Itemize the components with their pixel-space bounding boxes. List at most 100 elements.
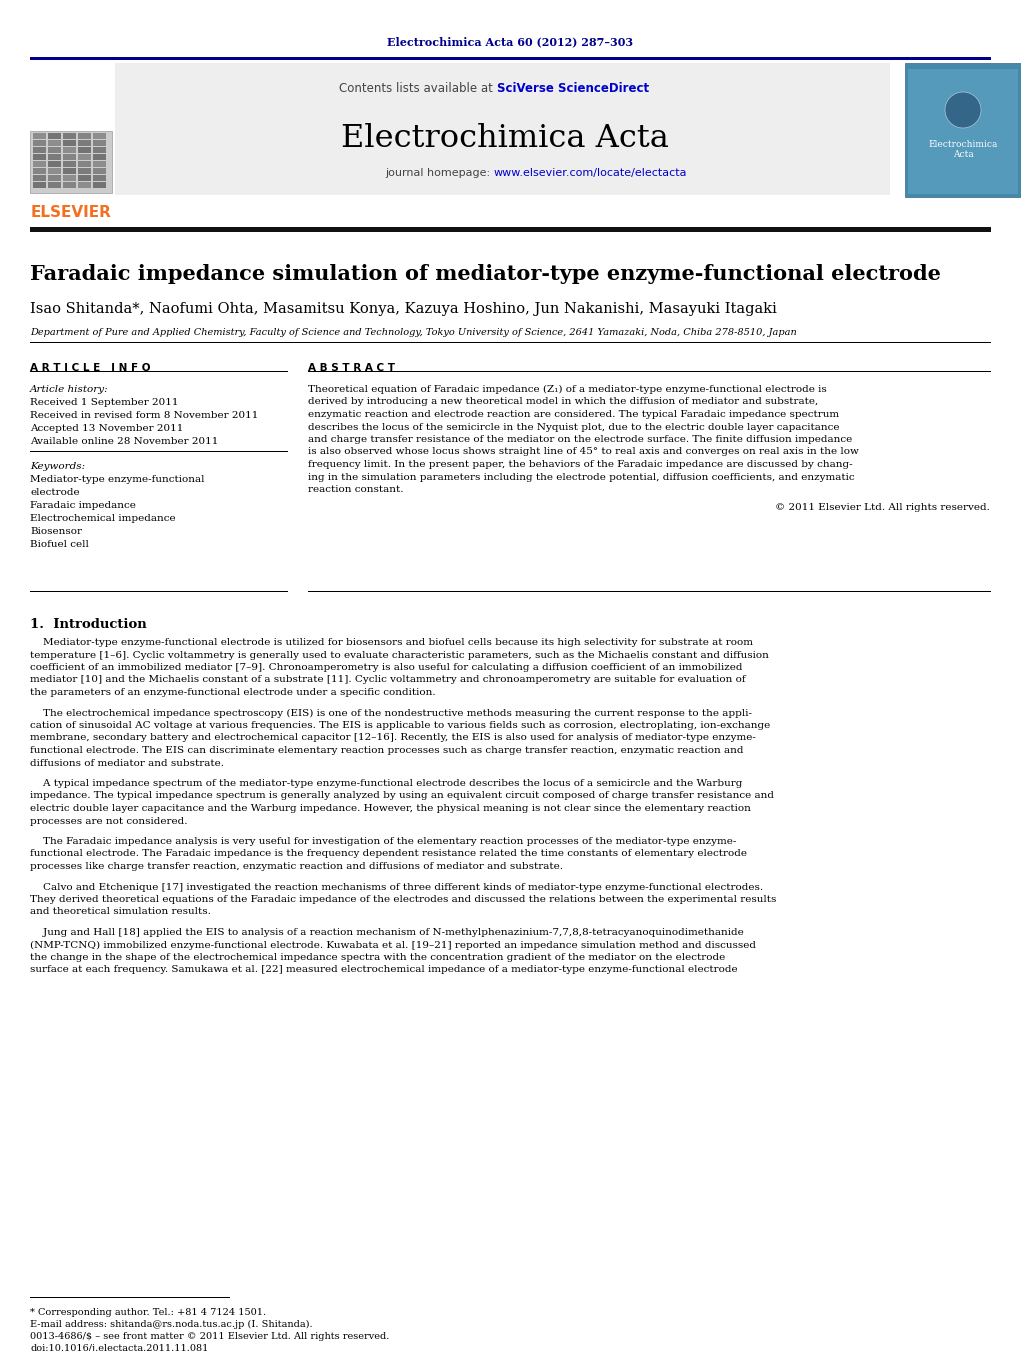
Text: Keywords:: Keywords: [30,462,85,471]
Text: the parameters of an enzyme-functional electrode under a specific condition.: the parameters of an enzyme-functional e… [30,688,436,697]
Text: the change in the shape of the electrochemical impedance spectra with the concen: the change in the shape of the electroch… [30,952,725,962]
Bar [63,182,76,188]
Circle shape [945,92,981,128]
Bar [33,154,46,159]
Bar [63,168,76,174]
Bar [63,141,76,146]
Bar [63,132,76,139]
Text: ELSEVIER: ELSEVIER [31,205,111,220]
Bar [93,176,106,181]
Text: * Corresponding author. Tel.: +81 4 7124 1501.: * Corresponding author. Tel.: +81 4 7124… [30,1308,266,1317]
Text: Electrochemical impedance: Electrochemical impedance [30,513,176,523]
Text: functional electrode. The Faradaic impedance is the frequency dependent resistan: functional electrode. The Faradaic imped… [30,850,747,858]
Text: Mediator-type enzyme-functional electrode is utilized for biosensors and biofuel: Mediator-type enzyme-functional electrod… [30,638,753,647]
Bar [63,154,76,159]
Bar [93,147,106,153]
Text: processes like charge transfer reaction, enzymatic reaction and diffusions of me: processes like charge transfer reaction,… [30,862,563,871]
Text: Electrochimica
Acta: Electrochimica Acta [928,141,998,159]
Bar [93,132,106,139]
Text: ing in the simulation parameters including the electrode potential, diffusion co: ing in the simulation parameters includi… [308,473,855,481]
Text: Biosensor: Biosensor [30,527,82,536]
Text: Mediator-type enzyme-functional: Mediator-type enzyme-functional [30,476,204,484]
Text: Faradaic impedance simulation of mediator-type enzyme-functional electrode: Faradaic impedance simulation of mediato… [30,263,941,284]
Bar [48,141,61,146]
Text: surface at each frequency. Samukawa et al. [22] measured electrochemical impedan: surface at each frequency. Samukawa et a… [30,966,737,974]
Text: diffusions of mediator and substrate.: diffusions of mediator and substrate. [30,758,224,767]
Text: They derived theoretical equations of the Faradaic impedance of the electrodes a: They derived theoretical equations of th… [30,894,776,904]
Text: Calvo and Etchenique [17] investigated the reaction mechanisms of three differen: Calvo and Etchenique [17] investigated t… [30,882,763,892]
Bar [33,168,46,174]
Bar [30,131,112,193]
Bar [78,176,91,181]
Text: electrode: electrode [30,488,80,497]
Text: Electrochimica Acta: Electrochimica Acta [341,123,669,154]
Text: SciVerse ScienceDirect: SciVerse ScienceDirect [497,82,649,95]
Bar [33,161,46,168]
Text: derived by introducing a new theoretical model in which the diffusion of mediato: derived by introducing a new theoretical… [308,397,818,407]
Text: www.elsevier.com/locate/electacta: www.elsevier.com/locate/electacta [494,168,687,178]
Text: coefficient of an immobilized mediator [7–9]. Chronoamperometry is also useful f: coefficient of an immobilized mediator [… [30,663,742,671]
Bar [48,161,61,168]
Bar [63,147,76,153]
Bar [33,182,46,188]
Text: describes the locus of the semicircle in the Nyquist plot, due to the electric d: describes the locus of the semicircle in… [308,423,839,431]
Bar [78,154,91,159]
Bar [48,154,61,159]
Bar [48,182,61,188]
Bar [33,147,46,153]
Bar [78,182,91,188]
Bar [93,161,106,168]
Bar [48,176,61,181]
Bar [93,141,106,146]
Text: Faradaic impedance: Faradaic impedance [30,501,136,509]
Text: and charge transfer resistance of the mediator on the electrode surface. The fin: and charge transfer resistance of the me… [308,435,853,444]
Text: Article history:: Article history: [30,385,108,394]
Text: Biofuel cell: Biofuel cell [30,540,89,549]
Bar [33,132,46,139]
Bar [905,63,1021,197]
Text: Received 1 September 2011: Received 1 September 2011 [30,399,179,407]
Text: enzymatic reaction and electrode reaction are considered. The typical Faradaic i: enzymatic reaction and electrode reactio… [308,409,839,419]
Text: doi:10.1016/j.electacta.2011.11.081: doi:10.1016/j.electacta.2011.11.081 [30,1344,208,1351]
Text: © 2011 Elsevier Ltd. All rights reserved.: © 2011 Elsevier Ltd. All rights reserved… [775,504,990,512]
Text: Contents lists available at: Contents lists available at [339,82,497,95]
Bar [78,168,91,174]
Bar [30,227,991,232]
Bar [30,57,991,59]
Text: functional electrode. The EIS can discriminate elementary reaction processes suc: functional electrode. The EIS can discri… [30,746,743,755]
Text: Available online 28 November 2011: Available online 28 November 2011 [30,436,218,446]
Text: is also observed whose locus shows straight line of 45° to real axis and converg: is also observed whose locus shows strai… [308,447,859,457]
Text: reaction constant.: reaction constant. [308,485,403,494]
Bar [48,147,61,153]
Bar [63,161,76,168]
Text: (NMP-TCNQ) immobilized enzyme-functional electrode. Kuwabata et al. [19–21] repo: (NMP-TCNQ) immobilized enzyme-functional… [30,940,756,950]
Text: E-mail address: shitanda@rs.noda.tus.ac.jp (I. Shitanda).: E-mail address: shitanda@rs.noda.tus.ac.… [30,1320,312,1329]
Bar [93,182,106,188]
Text: Department of Pure and Applied Chemistry, Faculty of Science and Technology, Tok: Department of Pure and Applied Chemistry… [30,328,796,336]
Text: impedance. The typical impedance spectrum is generally analyzed by using an equi: impedance. The typical impedance spectru… [30,792,774,801]
Bar [78,141,91,146]
Bar [908,69,1018,195]
Text: Theoretical equation of Faradaic impedance (Z₁) of a mediator-type enzyme-functi: Theoretical equation of Faradaic impedan… [308,385,827,394]
Text: Isao Shitanda*, Naofumi Ohta, Masamitsu Konya, Kazuya Hoshino, Jun Nakanishi, Ma: Isao Shitanda*, Naofumi Ohta, Masamitsu … [30,303,777,316]
Bar [48,132,61,139]
Text: 1.  Introduction: 1. Introduction [30,617,147,631]
Text: Jung and Hall [18] applied the EIS to analysis of a reaction mechanism of N-meth: Jung and Hall [18] applied the EIS to an… [30,928,743,938]
Bar [93,154,106,159]
Text: processes are not considered.: processes are not considered. [30,816,188,825]
Text: A B S T R A C T: A B S T R A C T [308,363,395,373]
Bar [78,147,91,153]
Text: Accepted 13 November 2011: Accepted 13 November 2011 [30,424,184,434]
Text: 0013-4686/$ – see front matter © 2011 Elsevier Ltd. All rights reserved.: 0013-4686/$ – see front matter © 2011 El… [30,1332,389,1342]
Text: and theoretical simulation results.: and theoretical simulation results. [30,908,211,916]
Bar [33,176,46,181]
Text: Received in revised form 8 November 2011: Received in revised form 8 November 2011 [30,411,258,420]
Text: The electrochemical impedance spectroscopy (EIS) is one of the nondestructive me: The electrochemical impedance spectrosco… [30,708,752,717]
Bar [48,168,61,174]
Text: electric double layer capacitance and the Warburg impedance. However, the physic: electric double layer capacitance and th… [30,804,750,813]
Bar [78,161,91,168]
Bar [93,168,106,174]
Bar [33,141,46,146]
Text: A typical impedance spectrum of the mediator-type enzyme-functional electrode de: A typical impedance spectrum of the medi… [30,780,742,788]
Text: The Faradaic impedance analysis is very useful for investigation of the elementa: The Faradaic impedance analysis is very … [30,838,736,846]
